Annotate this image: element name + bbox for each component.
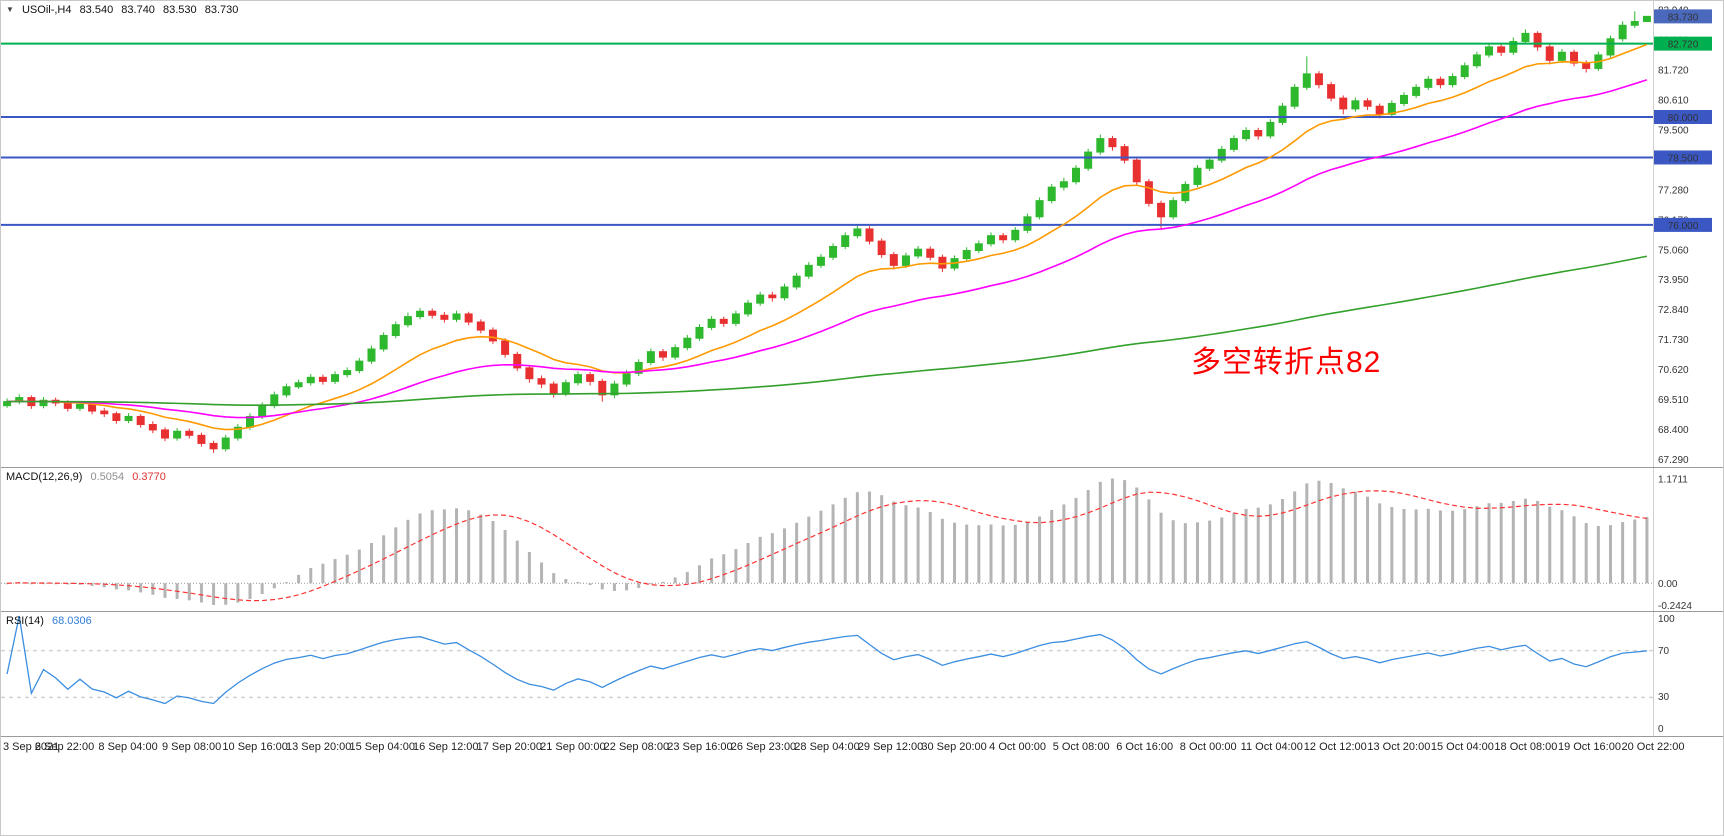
- time-label: 13 Oct 20:00: [1367, 741, 1431, 753]
- rsi-title: RSI(14): [6, 615, 44, 627]
- svg-text:100: 100: [1658, 614, 1675, 625]
- svg-text:0: 0: [1658, 724, 1664, 735]
- panel-separator: [1, 611, 1723, 612]
- ohlc-close: 83.730: [204, 4, 239, 16]
- svg-text:30: 30: [1658, 692, 1670, 703]
- panel-separator: [1, 736, 1723, 737]
- chart-header: ▼ USOil-,H4 83.540 83.740 83.530 83.730: [6, 4, 243, 16]
- time-label: 15 Oct 04:00: [1430, 741, 1494, 753]
- svg-text:70.620: 70.620: [1658, 365, 1689, 376]
- time-label: 9 Sep 08:00: [161, 741, 222, 753]
- price-axis-separator: [1653, 1, 1654, 736]
- macd-header: MACD(12,26,9) 0.5054 0.3770: [6, 471, 171, 483]
- svg-text:75.060: 75.060: [1658, 245, 1689, 256]
- svg-text:82.720: 82.720: [1668, 40, 1699, 51]
- svg-text:69.510: 69.510: [1658, 395, 1689, 406]
- rsi-axis[interactable]: 100 70 30 0: [1658, 614, 1675, 735]
- svg-text:71.730: 71.730: [1658, 335, 1689, 346]
- svg-text:79.500: 79.500: [1658, 125, 1689, 136]
- time-label: 12 Oct 12:00: [1303, 741, 1367, 753]
- time-label: 23 Sep 16:00: [667, 741, 733, 753]
- time-label: 6 Sep 22:00: [34, 741, 95, 753]
- time-label: 22 Sep 08:00: [603, 741, 670, 753]
- svg-text:83.730: 83.730: [1668, 12, 1699, 23]
- time-label: 20 Oct 22:00: [1621, 741, 1685, 753]
- svg-text:68.400: 68.400: [1658, 425, 1689, 436]
- time-label: 21 Sep 00:00: [540, 741, 606, 753]
- rsi-panel-canvas[interactable]: 100 70 30 0: [1, 612, 1724, 736]
- horizontal-lines[interactable]: [1, 42, 1653, 226]
- macd-title: MACD(12,26,9): [6, 471, 83, 483]
- macd-histogram: [5, 478, 1649, 605]
- time-label: 15 Sep 04:00: [349, 741, 415, 753]
- time-label: 28 Sep 04:00: [794, 741, 860, 753]
- ma-slow-line: [7, 255, 1648, 406]
- symbol-timeframe-label: USOil-,H4: [21, 4, 72, 16]
- svg-text:76.000: 76.000: [1668, 221, 1699, 232]
- time-axis[interactable]: 3 Sep 2021 6 Sep 22:00 8 Sep 04:00 9 Sep 08…: [1, 737, 1723, 762]
- rsi-levels: [1, 650, 1653, 698]
- ma-mid-line: [7, 79, 1648, 419]
- rsi-header: RSI(14) 68.0306: [6, 615, 97, 627]
- time-label: 6 Oct 16:00: [1116, 741, 1174, 753]
- time-label: 8 Oct 00:00: [1179, 741, 1237, 753]
- time-label: 16 Sep 12:00: [413, 741, 479, 753]
- macd-axis[interactable]: 1.1711 0.00 -0.2424: [1658, 474, 1692, 611]
- time-label: 5 Oct 08:00: [1052, 741, 1110, 753]
- time-label: 11 Oct 04:00: [1240, 741, 1303, 753]
- trend-annotation[interactable]: 多空转折点82: [1191, 346, 1382, 379]
- macd-panel-canvas[interactable]: 1.1711 0.00 -0.2424: [1, 468, 1724, 611]
- panel-separator: [1, 467, 1723, 468]
- time-label: 17 Sep 20:00: [476, 741, 543, 753]
- ohlc-low: 83.530: [163, 4, 197, 16]
- time-label: 8 Sep 04:00: [98, 741, 158, 753]
- svg-text:73.950: 73.950: [1658, 275, 1689, 286]
- ohlc-open: 83.540: [79, 4, 114, 16]
- svg-text:81.720: 81.720: [1658, 66, 1689, 77]
- time-label: 3 Sep 2021: [3, 741, 60, 753]
- svg-text:80.610: 80.610: [1658, 96, 1689, 107]
- time-label: 4 Oct 00:00: [989, 741, 1047, 753]
- time-label: 18 Oct 08:00: [1494, 741, 1558, 753]
- time-label: 13 Sep 20:00: [285, 741, 352, 753]
- svg-text:77.280: 77.280: [1658, 185, 1689, 196]
- main-chart-canvas[interactable]: 83.94082.83081.72080.61079.50078.39077.2…: [1, 1, 1724, 467]
- macd-main-value: 0.5054: [90, 471, 125, 483]
- rsi-line: [6, 615, 1647, 705]
- svg-text:72.840: 72.840: [1658, 305, 1689, 316]
- time-label: 26 Sep 23:00: [730, 741, 797, 753]
- macd-signal-line: [7, 490, 1648, 602]
- time-label: 19 Oct 16:00: [1557, 741, 1621, 753]
- time-label: 29 Sep 12:00: [857, 741, 924, 753]
- time-label: 10 Sep 16:00: [222, 741, 288, 753]
- svg-text:-0.2424: -0.2424: [1658, 601, 1692, 611]
- svg-text:70: 70: [1658, 646, 1670, 657]
- price-axis[interactable]: 83.94082.83081.72080.61079.50078.39077.2…: [1658, 6, 1689, 466]
- svg-text:0.00: 0.00: [1658, 579, 1678, 590]
- candlestick-series: [3, 11, 1651, 453]
- rsi-value: 68.0306: [51, 615, 92, 627]
- time-label: 30 Sep 20:00: [921, 741, 987, 753]
- chart-dropdown-icon: ▼: [6, 5, 14, 14]
- macd-signal-value: 0.3770: [132, 471, 166, 483]
- price-badges: 82.720 80.000 78.500 76.000 83.730: [1654, 9, 1712, 232]
- ohlc-high: 83.740: [121, 4, 155, 16]
- svg-text:78.500: 78.500: [1668, 153, 1699, 164]
- svg-text:1.1711: 1.1711: [1658, 474, 1688, 485]
- svg-text:67.290: 67.290: [1658, 455, 1689, 466]
- svg-text:80.000: 80.000: [1668, 113, 1699, 124]
- ma-fast-line: [7, 43, 1648, 431]
